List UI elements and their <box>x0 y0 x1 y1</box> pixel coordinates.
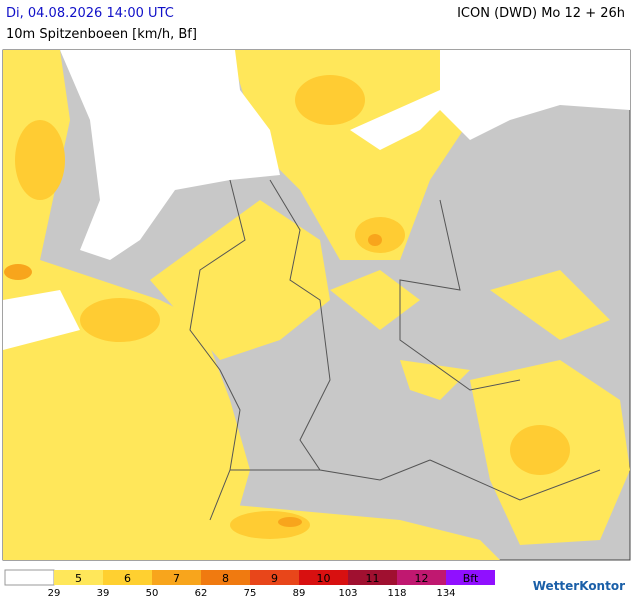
beaufort-label: 10 <box>317 572 331 585</box>
beaufort-label: 11 <box>366 572 380 585</box>
kmh-label: 89 <box>293 588 306 599</box>
logo: WetterKontor <box>533 579 625 593</box>
kmh-label: 75 <box>244 588 257 599</box>
parameter: 10m Spitzenboeen [km/h, Bf] <box>6 27 197 42</box>
kmh-label: 103 <box>338 588 357 599</box>
legend-cell <box>201 570 250 585</box>
legend-cell <box>348 570 397 585</box>
beaufort-label: 5 <box>75 572 82 585</box>
legend-cell <box>446 570 495 585</box>
kmh-label: 134 <box>436 588 455 599</box>
beaufort-label: 7 <box>173 572 180 585</box>
beaufort-label: 6 <box>124 572 131 585</box>
kmh-label: 29 <box>48 588 61 599</box>
legend-cell <box>54 570 103 585</box>
kmh-label: 50 <box>146 588 159 599</box>
wind-areas-strong <box>15 75 570 539</box>
sea <box>3 50 630 350</box>
beaufort-label: 12 <box>415 572 429 585</box>
legend-cell <box>299 570 348 585</box>
borders <box>189 179 601 521</box>
model: ICON (DWD) Mo 12 + 26h <box>457 6 625 21</box>
legend-cell <box>152 570 201 585</box>
beaufort-label: 8 <box>222 572 229 585</box>
wind-areas-orange <box>4 234 382 527</box>
legend-cell <box>397 570 446 585</box>
kmh-label: 118 <box>387 588 406 599</box>
beaufort-label: 9 <box>271 572 278 585</box>
legend-cell <box>250 570 299 585</box>
kmh-label: 39 <box>97 588 110 599</box>
legend-cell <box>103 570 152 585</box>
kmh-label: 62 <box>195 588 208 599</box>
legend-cell <box>4 569 55 586</box>
date: Di, 04.08.2026 14:00 UTC <box>6 6 174 21</box>
beaufort-label: Bft <box>463 572 479 585</box>
